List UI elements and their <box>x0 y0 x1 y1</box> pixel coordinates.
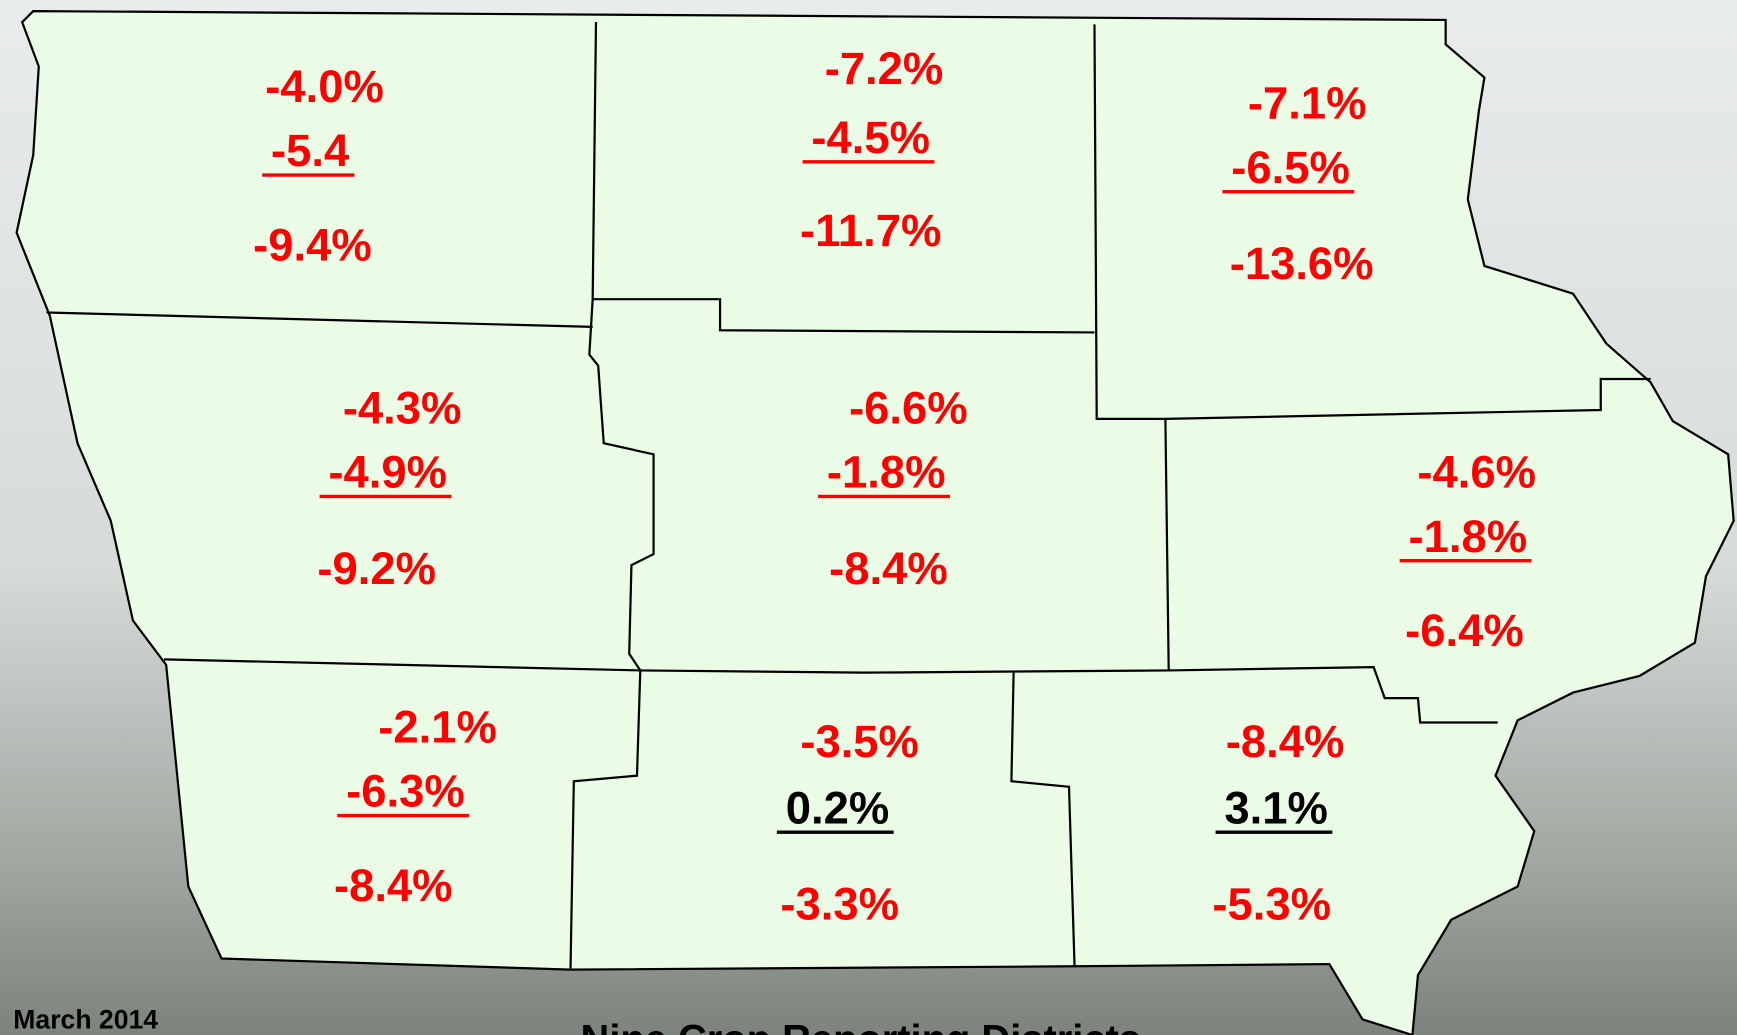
district-value: -8.4% <box>1226 716 1345 767</box>
district-value: -4.0% <box>265 61 384 112</box>
district-value: -3.3% <box>780 879 899 930</box>
district-value: -5.3% <box>1212 879 1331 930</box>
district-value: -9.2% <box>317 543 436 594</box>
district-value: -9.4% <box>253 219 372 270</box>
district-value: -8.4% <box>829 543 948 594</box>
district-value: -13.6% <box>1230 238 1374 289</box>
district-value: -6.6% <box>849 382 968 433</box>
district-value: -4.9% <box>328 447 447 498</box>
district-value: -3.5% <box>800 716 919 767</box>
district-value: -1.8% <box>1409 511 1528 562</box>
district-value: 0.2% <box>786 782 889 833</box>
district-value: -1.8% <box>827 447 946 498</box>
date: March 2014 <box>13 1004 158 1034</box>
district-value: -11.7% <box>800 205 941 256</box>
district-value: -5.4 <box>271 125 350 176</box>
caption: Nine Crop Reporting Districts <box>581 1018 1141 1035</box>
district-value: -6.5% <box>1231 142 1350 193</box>
district-value: -7.1% <box>1248 78 1367 129</box>
district-value: -7.2% <box>825 43 944 94</box>
district-value: -8.4% <box>334 860 453 911</box>
district-value: -4.5% <box>811 112 930 163</box>
district-value: -4.3% <box>343 382 462 433</box>
district-value: -6.4% <box>1405 605 1524 656</box>
district-value: -2.1% <box>378 701 497 752</box>
district-value: 3.1% <box>1224 782 1327 833</box>
map: -4.0% -5.4 -9.4% -7.2% -4.5% -11.7% -7.1% -6.5%… <box>0 0 1737 1035</box>
page: {"date": "March 2014", "caption": "Nine … <box>0 0 1737 1035</box>
district-value: -4.6% <box>1417 447 1536 498</box>
district-value: -6.3% <box>346 766 465 817</box>
